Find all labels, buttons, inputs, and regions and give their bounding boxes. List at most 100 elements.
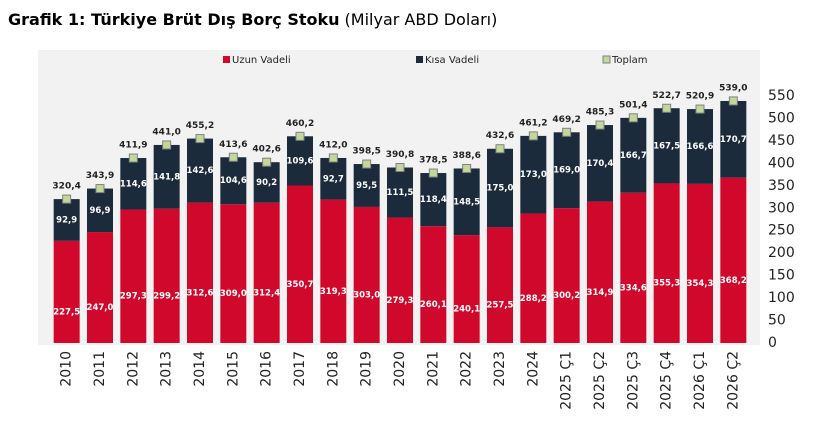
total-label: 522,7 <box>652 91 680 101</box>
value-label: 240,1 <box>453 305 480 315</box>
bar-segment <box>320 157 347 200</box>
bar-segment <box>87 188 113 233</box>
bar-segment <box>353 206 380 343</box>
total-label: 378,5 <box>419 156 447 166</box>
bar-segment <box>253 162 280 203</box>
value-label: 92,9 <box>56 215 77 225</box>
y-tick-label: 300 <box>768 200 795 216</box>
legend-label: Kısa Vadeli <box>425 55 479 66</box>
y-tick-label: 550 <box>768 88 795 104</box>
bar-segment <box>187 202 213 343</box>
value-label: 170,7 <box>720 135 747 145</box>
x-tick-label: 2022 <box>459 351 475 387</box>
bar-segment <box>120 158 147 210</box>
bar-segment <box>87 232 113 343</box>
total-marker <box>262 157 272 167</box>
bar-segment <box>353 164 380 207</box>
subtitle: (Milyar ABD Doları) <box>345 10 498 29</box>
total-label: 390,8 <box>386 150 414 160</box>
total-label: 413,6 <box>219 140 247 150</box>
value-label: 355,3 <box>653 279 680 289</box>
total-marker <box>628 113 638 123</box>
bar-segment <box>587 201 613 343</box>
value-label: 279,3 <box>387 296 414 306</box>
x-tick-label: 2019 <box>359 351 375 387</box>
y-tick-label: 150 <box>768 268 795 284</box>
bar-segment <box>553 132 580 209</box>
legend-swatch <box>416 56 423 63</box>
total-marker <box>662 103 672 113</box>
x-tick-label: 2016 <box>259 351 275 387</box>
bar-segment <box>53 199 80 241</box>
value-label: 96,9 <box>90 206 111 216</box>
total-label: 469,2 <box>552 115 580 125</box>
y-tick-label: 250 <box>768 223 795 239</box>
legend-swatch <box>223 56 230 63</box>
value-label: 92,7 <box>323 174 344 184</box>
total-label: 455,2 <box>186 121 214 131</box>
x-tick-label: 2011 <box>92 351 108 387</box>
value-label: 314,9 <box>587 288 614 298</box>
value-label: 354,3 <box>687 279 714 289</box>
bar-segment <box>587 125 613 202</box>
value-label: 227,5 <box>53 307 80 317</box>
total-label: 501,4 <box>619 100 647 110</box>
x-tick-label: 2017 <box>292 351 308 387</box>
bar-segment <box>153 208 180 343</box>
bar-segment <box>287 185 313 343</box>
value-label: 142,6 <box>187 166 214 176</box>
bar-segment <box>720 177 747 343</box>
value-label: 368,2 <box>720 276 747 286</box>
bar-segment <box>287 136 313 186</box>
total-marker <box>62 194 72 204</box>
value-label: 319,3 <box>320 287 347 297</box>
total-label: 460,2 <box>286 119 314 129</box>
bar-segment <box>487 227 513 343</box>
value-label: 334,6 <box>620 283 647 293</box>
value-label: 111,5 <box>387 188 414 198</box>
legend-swatch <box>602 55 611 64</box>
total-label: 461,2 <box>519 118 547 128</box>
x-tick-label: 2024 <box>525 351 541 387</box>
y-tick-label: 400 <box>768 155 795 171</box>
total-marker <box>295 131 305 141</box>
total-marker <box>228 152 238 162</box>
bar-segment <box>387 217 413 343</box>
bar-segment <box>420 173 447 227</box>
bar-segment <box>153 144 180 209</box>
total-label: 388,6 <box>452 151 480 161</box>
total-label: 441,0 <box>152 127 180 137</box>
bar-segment <box>653 183 680 343</box>
value-label: 141,8 <box>153 172 180 182</box>
x-tick-label: 2021 <box>425 351 441 387</box>
bar-segment <box>553 208 580 343</box>
y-tick-label: 450 <box>768 133 795 149</box>
bar-segment <box>453 235 480 343</box>
bar-segment <box>420 226 447 343</box>
total-label: 520,9 <box>686 92 714 102</box>
total-marker <box>395 162 405 172</box>
total-marker <box>695 104 705 114</box>
bar-segment <box>720 100 747 178</box>
total-marker <box>162 140 172 150</box>
bar-segment <box>620 192 647 343</box>
value-label: 170,4 <box>587 159 614 169</box>
bar-segment <box>687 109 713 184</box>
x-tick-label: 2023 <box>492 351 508 387</box>
title: Grafik 1: Türkiye Brüt Dış Borç Stoku <box>8 10 340 29</box>
value-label: 297,3 <box>120 292 147 302</box>
x-tick-label: 2020 <box>392 351 408 387</box>
y-tick-label: 100 <box>768 290 795 306</box>
x-tick-label: 2010 <box>59 351 75 387</box>
bar-segment <box>387 167 413 218</box>
value-label: 257,5 <box>487 301 514 311</box>
x-tick-label: 2013 <box>159 351 175 387</box>
value-label: 104,6 <box>220 176 247 186</box>
x-tick-label: 2025 Ç3 <box>625 351 641 410</box>
x-tick-label: 2012 <box>125 351 141 387</box>
total-marker <box>462 163 472 173</box>
bar-segment <box>687 183 713 343</box>
x-tick-label: 2018 <box>325 351 341 387</box>
